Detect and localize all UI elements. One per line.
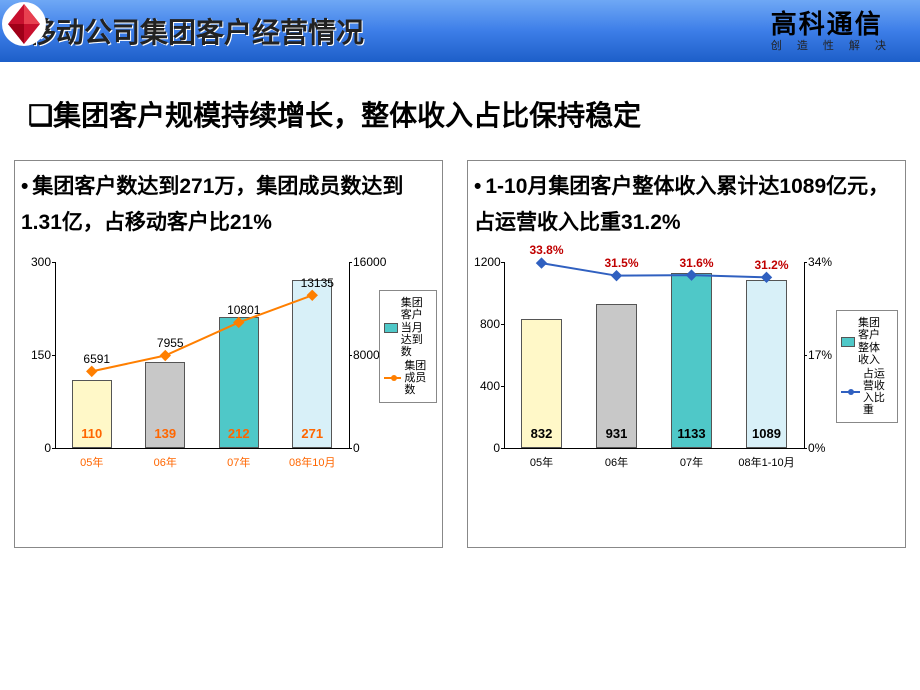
page-title: 移动公司集团客户经营情况	[28, 11, 364, 51]
chart-card-right: 1-10月集团客户整体收入累计达1089亿元，占运营收入比重31.2% 0400…	[467, 160, 906, 548]
logo-text-sub: 创 造 性 解 决	[771, 40, 892, 52]
legend: 集团客户当月达到数集团成员数	[379, 290, 437, 403]
chart-right-desc: 1-10月集团客户整体收入累计达1089亿元，占运营收入比重31.2%	[468, 161, 905, 244]
subtitle: ❏集团客户规模持续增长，整体收入占比保持稳定	[28, 94, 900, 134]
charts-row: 集团客户数达到271万，集团成员数达到1.31亿，占移动客户比21% 01503…	[0, 150, 920, 558]
logo-text-main: 高科通信	[771, 10, 892, 39]
subtitle-row: ❏集团客户规模持续增长，整体收入占比保持稳定	[0, 62, 920, 150]
legend: 集团客户整体收入占运营收入比重	[836, 310, 898, 423]
chart-left-desc: 集团客户数达到271万，集团成员数达到1.31亿，占移动客户比21%	[15, 161, 442, 244]
chart-right-plot: 040080012000%17%34%05年83206年93107年113308…	[474, 250, 900, 472]
logo: 高科通信 创 造 性 解 决	[771, 10, 892, 53]
header-bar: 移动公司集团客户经营情况 高科通信 创 造 性 解 决	[0, 0, 920, 62]
chart-left-plot: 0150300080001600005年11006年13907年21208年10…	[21, 250, 439, 472]
chart-card-left: 集团客户数达到271万，集团成员数达到1.31亿，占移动客户比21% 01503…	[14, 160, 443, 548]
logo-icon	[0, 0, 48, 48]
